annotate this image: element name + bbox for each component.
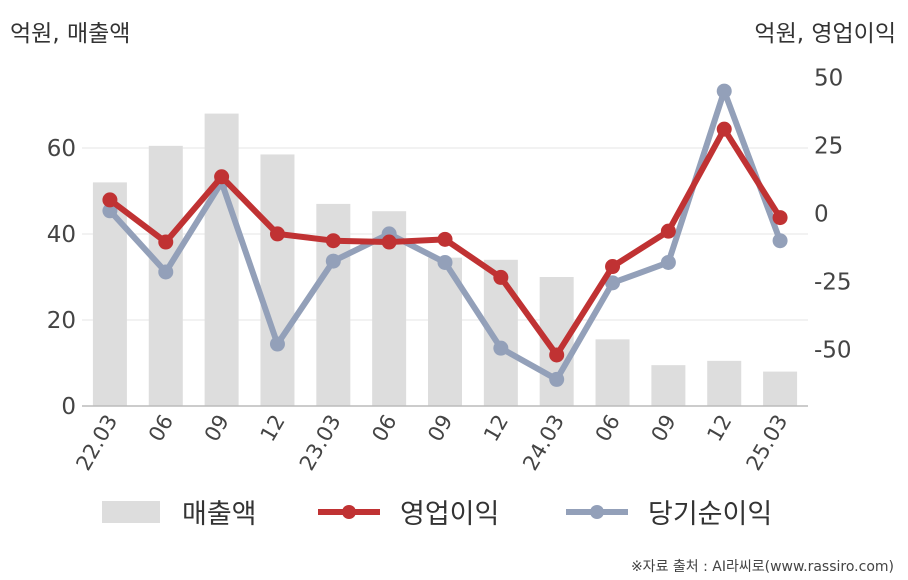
bar-2 — [204, 113, 239, 406]
legend: 매출액 영업이익 당기순이익 — [0, 492, 908, 536]
right-tick-50: 50 — [814, 66, 843, 92]
left-tick-0: 0 — [61, 394, 76, 420]
x-tick-12: 25.03 — [742, 411, 793, 475]
point-series-2-8 — [549, 371, 565, 387]
point-series-1-7 — [493, 269, 509, 285]
point-series-2-9 — [605, 275, 621, 291]
source-note: ※자료 출처 : AI라씨로(www.rassiro.com) — [630, 559, 894, 575]
point-series-2-0 — [102, 203, 118, 219]
bar-3 — [260, 154, 295, 406]
left-tick-20: 20 — [47, 308, 76, 334]
point-series-1-1 — [158, 234, 174, 250]
right-axis-ticks: 50 25 0 -25 -50 — [814, 66, 852, 364]
left-tick-60: 60 — [47, 136, 76, 162]
x-tick-10: 09 — [647, 411, 681, 446]
x-tick-11: 12 — [702, 411, 736, 446]
point-series-2-3 — [269, 336, 285, 352]
point-series-2-10 — [660, 254, 676, 270]
point-series-2-4 — [325, 253, 341, 269]
legend-item-net-income: 당기순이익 — [566, 492, 772, 531]
legend-label-net-income: 당기순이익 — [648, 499, 773, 530]
point-series-1-4 — [325, 233, 341, 249]
point-series-1-10 — [660, 223, 676, 239]
right-tick--50: -50 — [814, 338, 852, 364]
x-tick-8: 24.03 — [518, 411, 569, 475]
point-series-1-11 — [716, 121, 732, 137]
x-tick-3: 12 — [256, 411, 290, 446]
bar-12 — [763, 371, 798, 406]
legend-swatch-revenue — [102, 500, 160, 523]
point-series-1-5 — [381, 234, 397, 250]
point-series-1-2 — [214, 169, 230, 185]
point-series-2-12 — [772, 233, 788, 249]
point-series-1-12 — [772, 210, 788, 226]
right-tick-0: 0 — [814, 202, 829, 228]
bar-10 — [651, 365, 686, 406]
right-tick--25: -25 — [814, 270, 852, 296]
point-series-2-7 — [493, 340, 509, 356]
x-axis-ticks: 22.03 06 09 12 23.03 06 09 12 24.03 06 09 12 25.03 — [71, 411, 792, 475]
right-tick-25: 25 — [814, 134, 843, 160]
legend-swatch-net-income — [566, 501, 628, 523]
point-series-1-6 — [437, 231, 453, 247]
legend-item-revenue: 매출액 — [102, 492, 257, 531]
legend-label-operating-profit: 영업이익 — [400, 499, 500, 530]
x-tick-1: 06 — [144, 411, 178, 446]
point-series-2-6 — [437, 254, 453, 270]
point-series-2-11 — [716, 83, 732, 99]
x-tick-0: 22.03 — [71, 411, 122, 475]
left-axis-ticks: 0 20 40 60 — [47, 136, 76, 420]
point-series-1-3 — [269, 226, 285, 242]
point-series-2-1 — [158, 264, 174, 280]
x-tick-7: 12 — [479, 411, 513, 446]
x-tick-2: 09 — [200, 411, 234, 446]
right-axis-label: 억원, 영업이익 — [754, 21, 896, 47]
legend-swatch-operating-profit — [318, 501, 380, 523]
left-axis-label: 억원, 매출액 — [10, 21, 131, 47]
x-tick-4: 23.03 — [295, 411, 346, 475]
point-series-1-9 — [605, 259, 621, 275]
point-series-1-8 — [549, 347, 565, 363]
x-tick-9: 06 — [591, 411, 625, 446]
line-series — [102, 83, 788, 387]
legend-label-revenue: 매출액 — [182, 499, 257, 530]
legend-item-operating-profit: 영업이익 — [318, 492, 499, 531]
point-series-1-0 — [102, 192, 118, 208]
bar-11 — [707, 360, 742, 406]
bar-9 — [595, 339, 630, 406]
left-tick-40: 40 — [47, 222, 76, 248]
x-tick-6: 09 — [423, 411, 457, 446]
x-tick-5: 06 — [367, 411, 401, 446]
